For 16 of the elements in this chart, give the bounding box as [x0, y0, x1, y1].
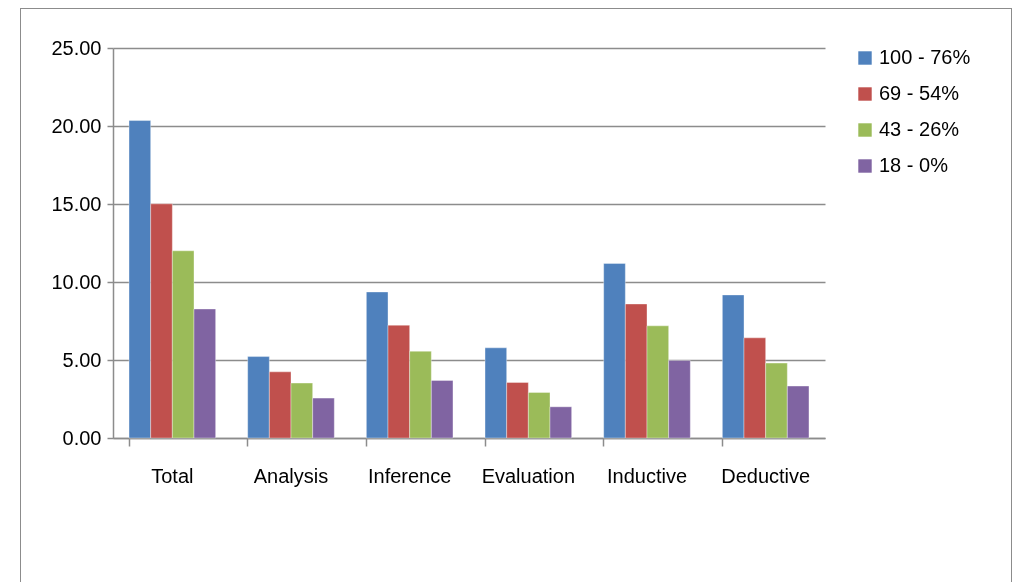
x-tick-label: Evaluation — [481, 464, 576, 487]
legend-label: 100 - 76% — [879, 46, 971, 68]
y-tick-label: 10.00 — [51, 270, 102, 293]
x-tick-label: Analysis — [253, 464, 329, 487]
x-tick-label: Deductive — [721, 464, 811, 487]
x-tick-label: Inductive — [606, 464, 688, 487]
legend-label: 18 - 0% — [879, 154, 949, 176]
y-tick-label: 25.00 — [51, 36, 102, 59]
legend-label: 43 - 26% — [879, 118, 960, 140]
legend-label: 69 - 54% — [879, 82, 960, 104]
y-tick-label: 15.00 — [51, 192, 102, 215]
y-tick-label: 5.00 — [62, 348, 102, 371]
y-tick-label: 0.00 — [62, 426, 102, 449]
x-tick-label: Inference — [367, 464, 452, 487]
y-tick-label: 20.00 — [51, 114, 102, 137]
x-tick-label: Total — [151, 464, 194, 487]
